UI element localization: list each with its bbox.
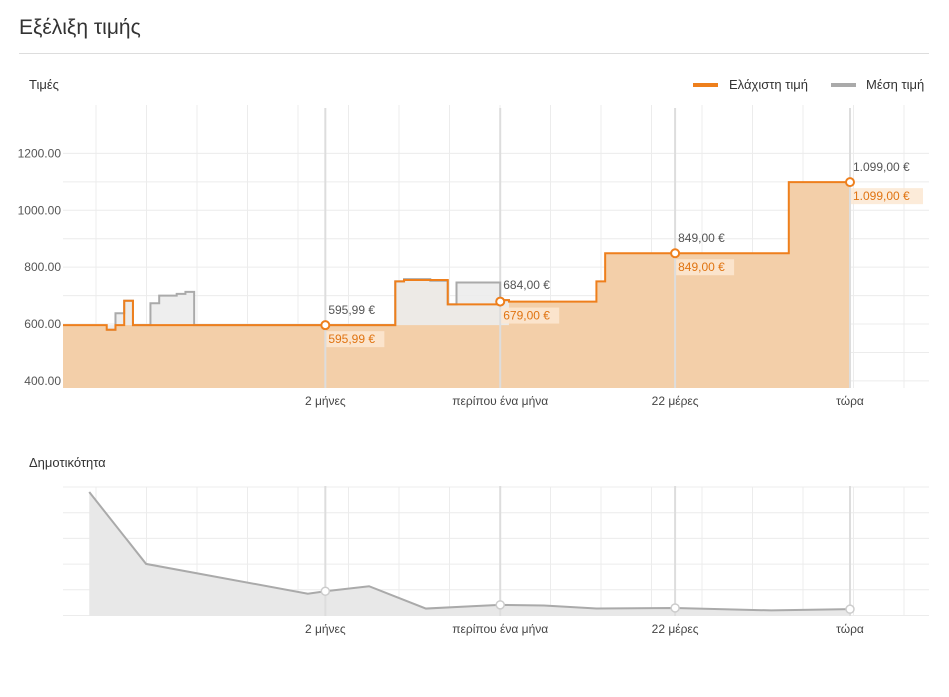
x-tick-label: 22 μέρες: [652, 394, 699, 408]
x-tick-label: περίπου ένα μήνα: [452, 394, 548, 408]
min-price-label-bg: [326, 331, 385, 348]
popularity-chart: Δημοτικότητα 2 μήνες περίπου ένα μήνα 22…: [29, 455, 929, 636]
popularity-marker: [495, 600, 505, 610]
min-price-label: 595,99 €: [328, 332, 375, 346]
popularity-series: [88, 486, 855, 616]
min-price-area: [63, 182, 850, 388]
avg-price-label: 1.099,00 €: [853, 160, 910, 174]
x-tick-label: περίπου ένα μήνα: [452, 622, 548, 636]
popularity-area: [89, 492, 850, 616]
avg-price-area: [106, 279, 509, 330]
y-tick-label: 1000.00: [18, 203, 62, 217]
popularity-marker: [320, 586, 331, 596]
legend: Ελάχιστη τιμή Μέση τιμή: [693, 77, 924, 92]
avg-price-label: 684,00 €: [503, 278, 550, 292]
y-tick-label: 800.00: [24, 260, 61, 274]
price-y-axis: 400.00 600.00 800.00 1000.00 1200.00: [18, 146, 62, 387]
avg-price-label: 849,00 €: [678, 231, 725, 245]
price-x-axis: 2 μήνες περίπου ένα μήνα 22 μέρες τώρα: [305, 394, 864, 408]
y-tick-label: 400.00: [24, 374, 61, 388]
price-series: [63, 108, 855, 388]
x-tick-label: 2 μήνες: [305, 394, 346, 408]
annotation-group: 849,00 € 849,00 €: [676, 231, 735, 276]
avg-price-label: 595,99 €: [328, 303, 375, 317]
min-price-label: 1.099,00 €: [853, 189, 910, 203]
page-title: Εξέλιξη τιμής: [19, 16, 141, 39]
legend-label-min: Ελάχιστη τιμή: [729, 77, 808, 92]
price-marker: [320, 320, 331, 331]
price-marker: [845, 177, 855, 188]
min-price-line: [63, 181, 850, 331]
title-divider: [19, 53, 929, 54]
price-marker: [495, 296, 506, 307]
legend-swatch-min: [693, 83, 718, 87]
price-chart: Τιμές Ελάχιστη τιμή Μέση τιμή 400.00 600…: [18, 77, 929, 408]
x-tick-label: τώρα: [836, 622, 864, 636]
min-price-label-bg: [851, 188, 923, 205]
min-price-label-bg: [676, 259, 735, 276]
legend-label-avg: Μέση τιμή: [866, 77, 924, 92]
y-tick-label: 1200.00: [18, 146, 62, 160]
price-annotations: 595,99 € 595,99 € 684,00 € 679,00 € 849,…: [326, 160, 923, 348]
x-tick-label: 2 μήνες: [305, 622, 346, 636]
annotation-group: 684,00 € 679,00 €: [501, 278, 560, 324]
popularity-marker: [845, 604, 855, 614]
annotation-group: 1.099,00 € 1.099,00 €: [851, 160, 923, 205]
min-price-label-bg: [501, 307, 560, 324]
y-tick-label: 600.00: [24, 317, 61, 331]
legend-item-min[interactable]: Ελάχιστη τιμή: [693, 77, 808, 92]
x-tick-label: τώρα: [836, 394, 864, 408]
popularity-x-axis: 2 μήνες περίπου ένα μήνα 22 μέρες τώρα: [305, 622, 864, 636]
annotation-group: 595,99 € 595,99 €: [326, 303, 385, 348]
popularity-marker: [670, 603, 680, 613]
price-marker: [670, 248, 681, 259]
popularity-chart-title: Δημοτικότητα: [29, 455, 106, 470]
legend-swatch-avg: [831, 83, 856, 87]
min-price-label: 679,00 €: [503, 309, 550, 323]
price-chart-title: Τιμές: [29, 77, 59, 92]
x-tick-label: 22 μέρες: [652, 622, 699, 636]
legend-item-avg[interactable]: Μέση τιμή: [831, 77, 924, 92]
min-price-label: 849,00 €: [678, 260, 725, 274]
